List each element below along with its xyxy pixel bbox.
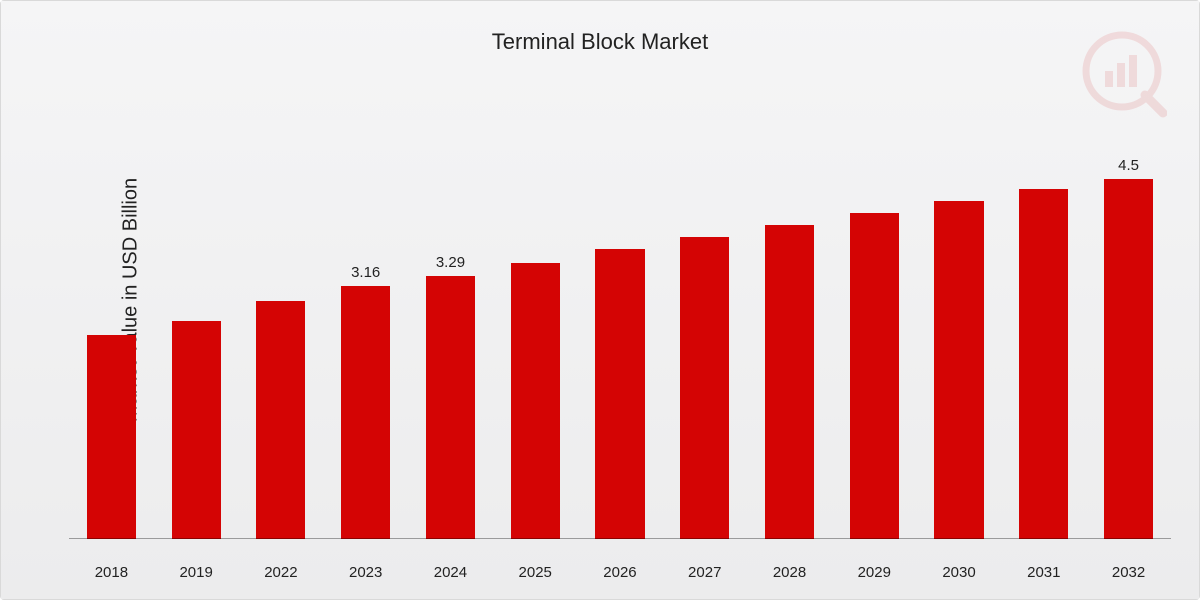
bar — [256, 301, 305, 539]
bars-container: 3.16 3.29 4.5 — [69, 139, 1171, 539]
x-tick-label: 2022 — [239, 564, 324, 581]
x-tick-label: 2032 — [1086, 564, 1171, 581]
bar-column — [662, 139, 747, 539]
bar-column — [917, 139, 1002, 539]
bar-column: 3.16 — [323, 139, 408, 539]
bar-column — [493, 139, 578, 539]
x-tick-label: 2023 — [323, 564, 408, 581]
bar — [172, 321, 221, 539]
bar-column: 4.5 — [1086, 139, 1171, 539]
x-tick-label: 2029 — [832, 564, 917, 581]
bar — [680, 237, 729, 539]
x-tick-label: 2028 — [747, 564, 832, 581]
bar — [1104, 179, 1153, 539]
x-tick-label: 2031 — [1001, 564, 1086, 581]
bar-column — [154, 139, 239, 539]
x-axis-baseline — [69, 538, 1171, 539]
bar-column — [747, 139, 832, 539]
bar — [1019, 189, 1068, 539]
bar — [511, 263, 560, 539]
x-tick-label: 2026 — [578, 564, 663, 581]
x-tick-label: 2024 — [408, 564, 493, 581]
bar — [426, 276, 475, 539]
bar — [850, 213, 899, 539]
x-tick-label: 2030 — [917, 564, 1002, 581]
bar-value-label: 4.5 — [1118, 157, 1139, 175]
bar-column — [832, 139, 917, 539]
x-tick-label: 2027 — [662, 564, 747, 581]
chart-title: Terminal Block Market — [1, 29, 1199, 55]
x-axis-labels: 2018201920222023202420252026202720282029… — [69, 564, 1171, 581]
bar — [934, 201, 983, 539]
bar-column — [69, 139, 154, 539]
bar — [765, 225, 814, 539]
bar-value-label: 3.29 — [436, 254, 465, 272]
x-tick-label: 2025 — [493, 564, 578, 581]
bar — [595, 249, 644, 539]
bar-value-label: 3.16 — [351, 264, 380, 282]
bar — [341, 286, 390, 539]
bar-column — [578, 139, 663, 539]
bar — [87, 335, 136, 539]
x-tick-label: 2018 — [69, 564, 154, 581]
bar-column — [239, 139, 324, 539]
bar-column: 3.29 — [408, 139, 493, 539]
plot-area: 3.16 3.29 4.5 — [69, 139, 1171, 539]
bar-column — [1001, 139, 1086, 539]
x-tick-label: 2019 — [154, 564, 239, 581]
